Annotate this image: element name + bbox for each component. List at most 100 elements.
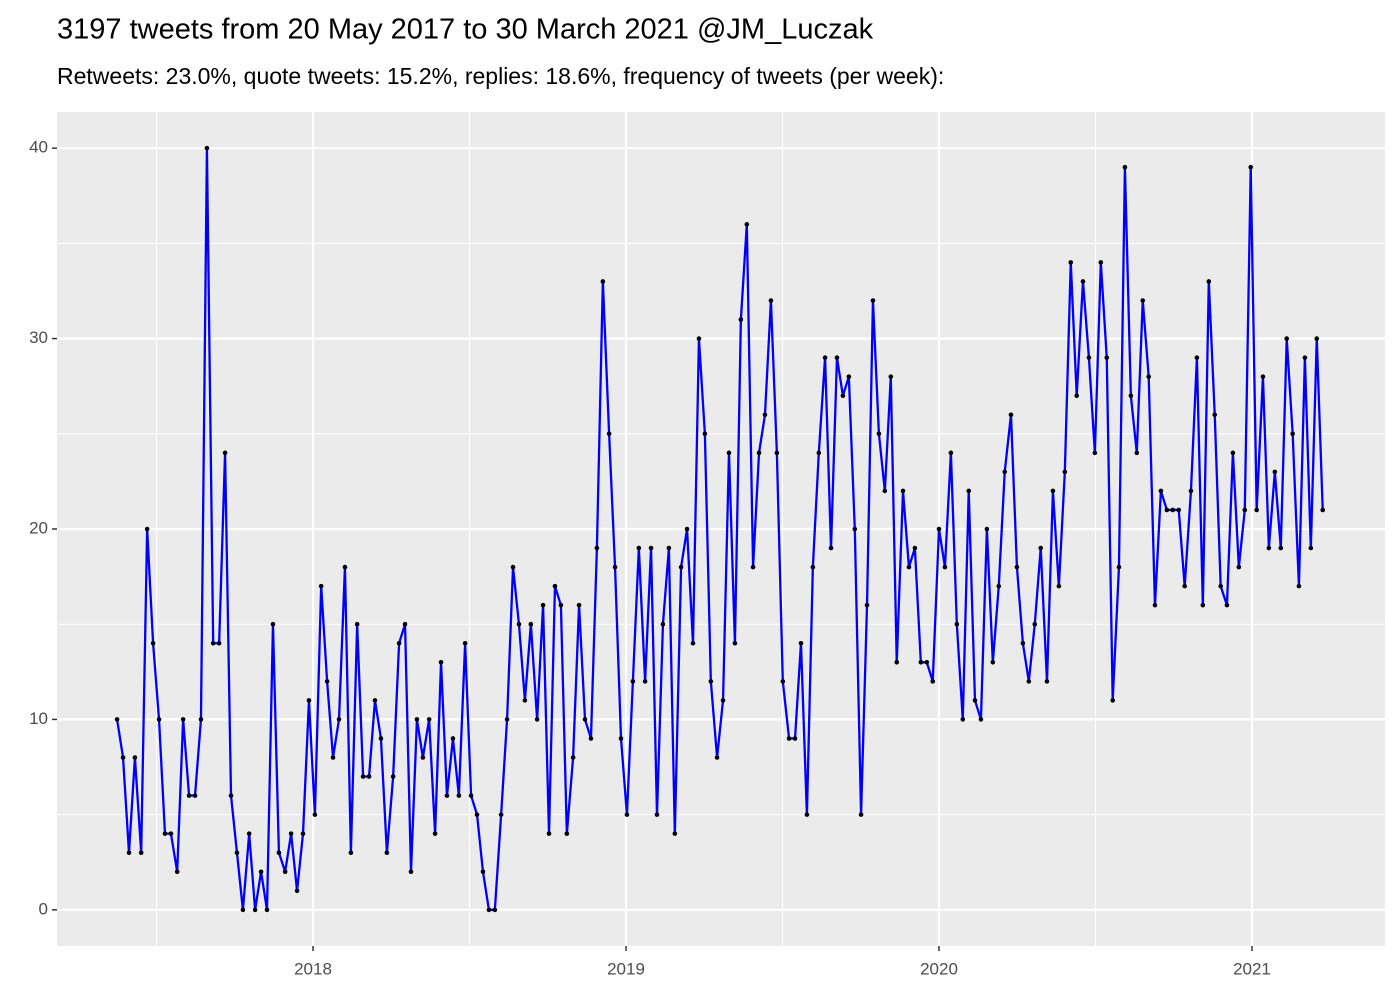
data-point [678, 564, 684, 570]
data-point [114, 717, 120, 722]
data-point [852, 526, 858, 532]
data-point [960, 717, 966, 722]
data-point [1080, 279, 1086, 284]
data-point [1206, 279, 1212, 284]
data-point [318, 583, 324, 589]
chart-subtitle: Retweets: 23.0%, quote tweets: 15.2%, re… [57, 63, 944, 89]
data-point [1008, 412, 1014, 418]
data-point [924, 659, 930, 665]
data-point [1224, 602, 1230, 608]
data-point [252, 907, 258, 913]
data-point [744, 222, 750, 227]
data-point [1026, 679, 1032, 684]
data-point [1182, 583, 1187, 589]
data-point [456, 793, 462, 798]
data-point [1248, 164, 1254, 170]
data-point [726, 450, 732, 456]
data-point [1128, 393, 1134, 399]
data-point [930, 679, 936, 684]
data-point [984, 526, 990, 532]
data-point [1044, 679, 1050, 684]
data-point [372, 698, 378, 703]
data-point [1098, 260, 1104, 265]
data-point [360, 774, 366, 779]
data-point [516, 621, 522, 627]
data-point [438, 659, 444, 665]
data-point [1122, 164, 1128, 170]
data-point [648, 545, 654, 551]
data-point [144, 526, 150, 532]
data-point [558, 602, 564, 608]
data-point [1284, 336, 1290, 341]
data-point [570, 755, 576, 760]
data-point [174, 869, 180, 875]
data-point [300, 831, 306, 836]
data-point [324, 679, 330, 684]
y-tick-label: 20 [29, 518, 48, 537]
data-point [1020, 640, 1026, 646]
data-point [1092, 450, 1098, 456]
data-point [690, 640, 696, 646]
data-point [1146, 374, 1151, 379]
data-point [762, 412, 768, 418]
data-point [576, 602, 582, 608]
data-point [1254, 507, 1259, 513]
data-point [888, 374, 894, 379]
data-point [600, 279, 606, 284]
data-point [240, 907, 246, 913]
data-point [246, 831, 252, 836]
data-point [792, 736, 798, 741]
data-point [774, 450, 780, 456]
data-point [444, 793, 450, 798]
data-point [660, 621, 666, 627]
data-point [1266, 545, 1272, 551]
data-point [876, 431, 882, 437]
data-point [378, 736, 384, 741]
data-point [348, 850, 354, 855]
data-point [1032, 621, 1038, 627]
data-point [1134, 450, 1140, 456]
data-point [552, 583, 558, 589]
data-point [186, 793, 192, 798]
data-point [354, 621, 360, 627]
data-point [948, 450, 954, 456]
data-point [498, 812, 504, 817]
data-point [288, 831, 294, 836]
data-point [918, 659, 924, 665]
data-point [1290, 431, 1295, 437]
data-point [768, 298, 774, 303]
data-point [294, 888, 300, 894]
data-point [624, 812, 630, 817]
data-point [390, 774, 396, 779]
data-point [480, 869, 486, 875]
data-point [684, 526, 690, 532]
data-point [342, 564, 348, 570]
data-point [408, 869, 414, 875]
data-point [738, 317, 744, 322]
y-tick-label: 40 [29, 138, 48, 157]
data-point [540, 602, 546, 608]
data-point [612, 564, 618, 570]
data-point [798, 640, 804, 646]
data-point [1062, 469, 1068, 475]
data-point [1116, 564, 1122, 570]
data-point [870, 298, 876, 303]
x-tick-label: 2018 [294, 959, 332, 978]
data-point [942, 564, 948, 570]
data-point [222, 450, 228, 456]
data-point [900, 488, 906, 494]
data-point [1320, 507, 1326, 513]
data-point [978, 717, 984, 722]
data-point [912, 545, 918, 551]
data-point [804, 812, 810, 817]
data-point [150, 640, 156, 646]
data-point [486, 907, 492, 913]
data-point [1296, 583, 1302, 589]
data-point [654, 812, 660, 817]
x-tick-label: 2021 [1233, 959, 1271, 978]
data-point [954, 621, 960, 627]
data-point [1002, 469, 1008, 475]
data-point [402, 621, 408, 627]
data-point [972, 698, 978, 703]
